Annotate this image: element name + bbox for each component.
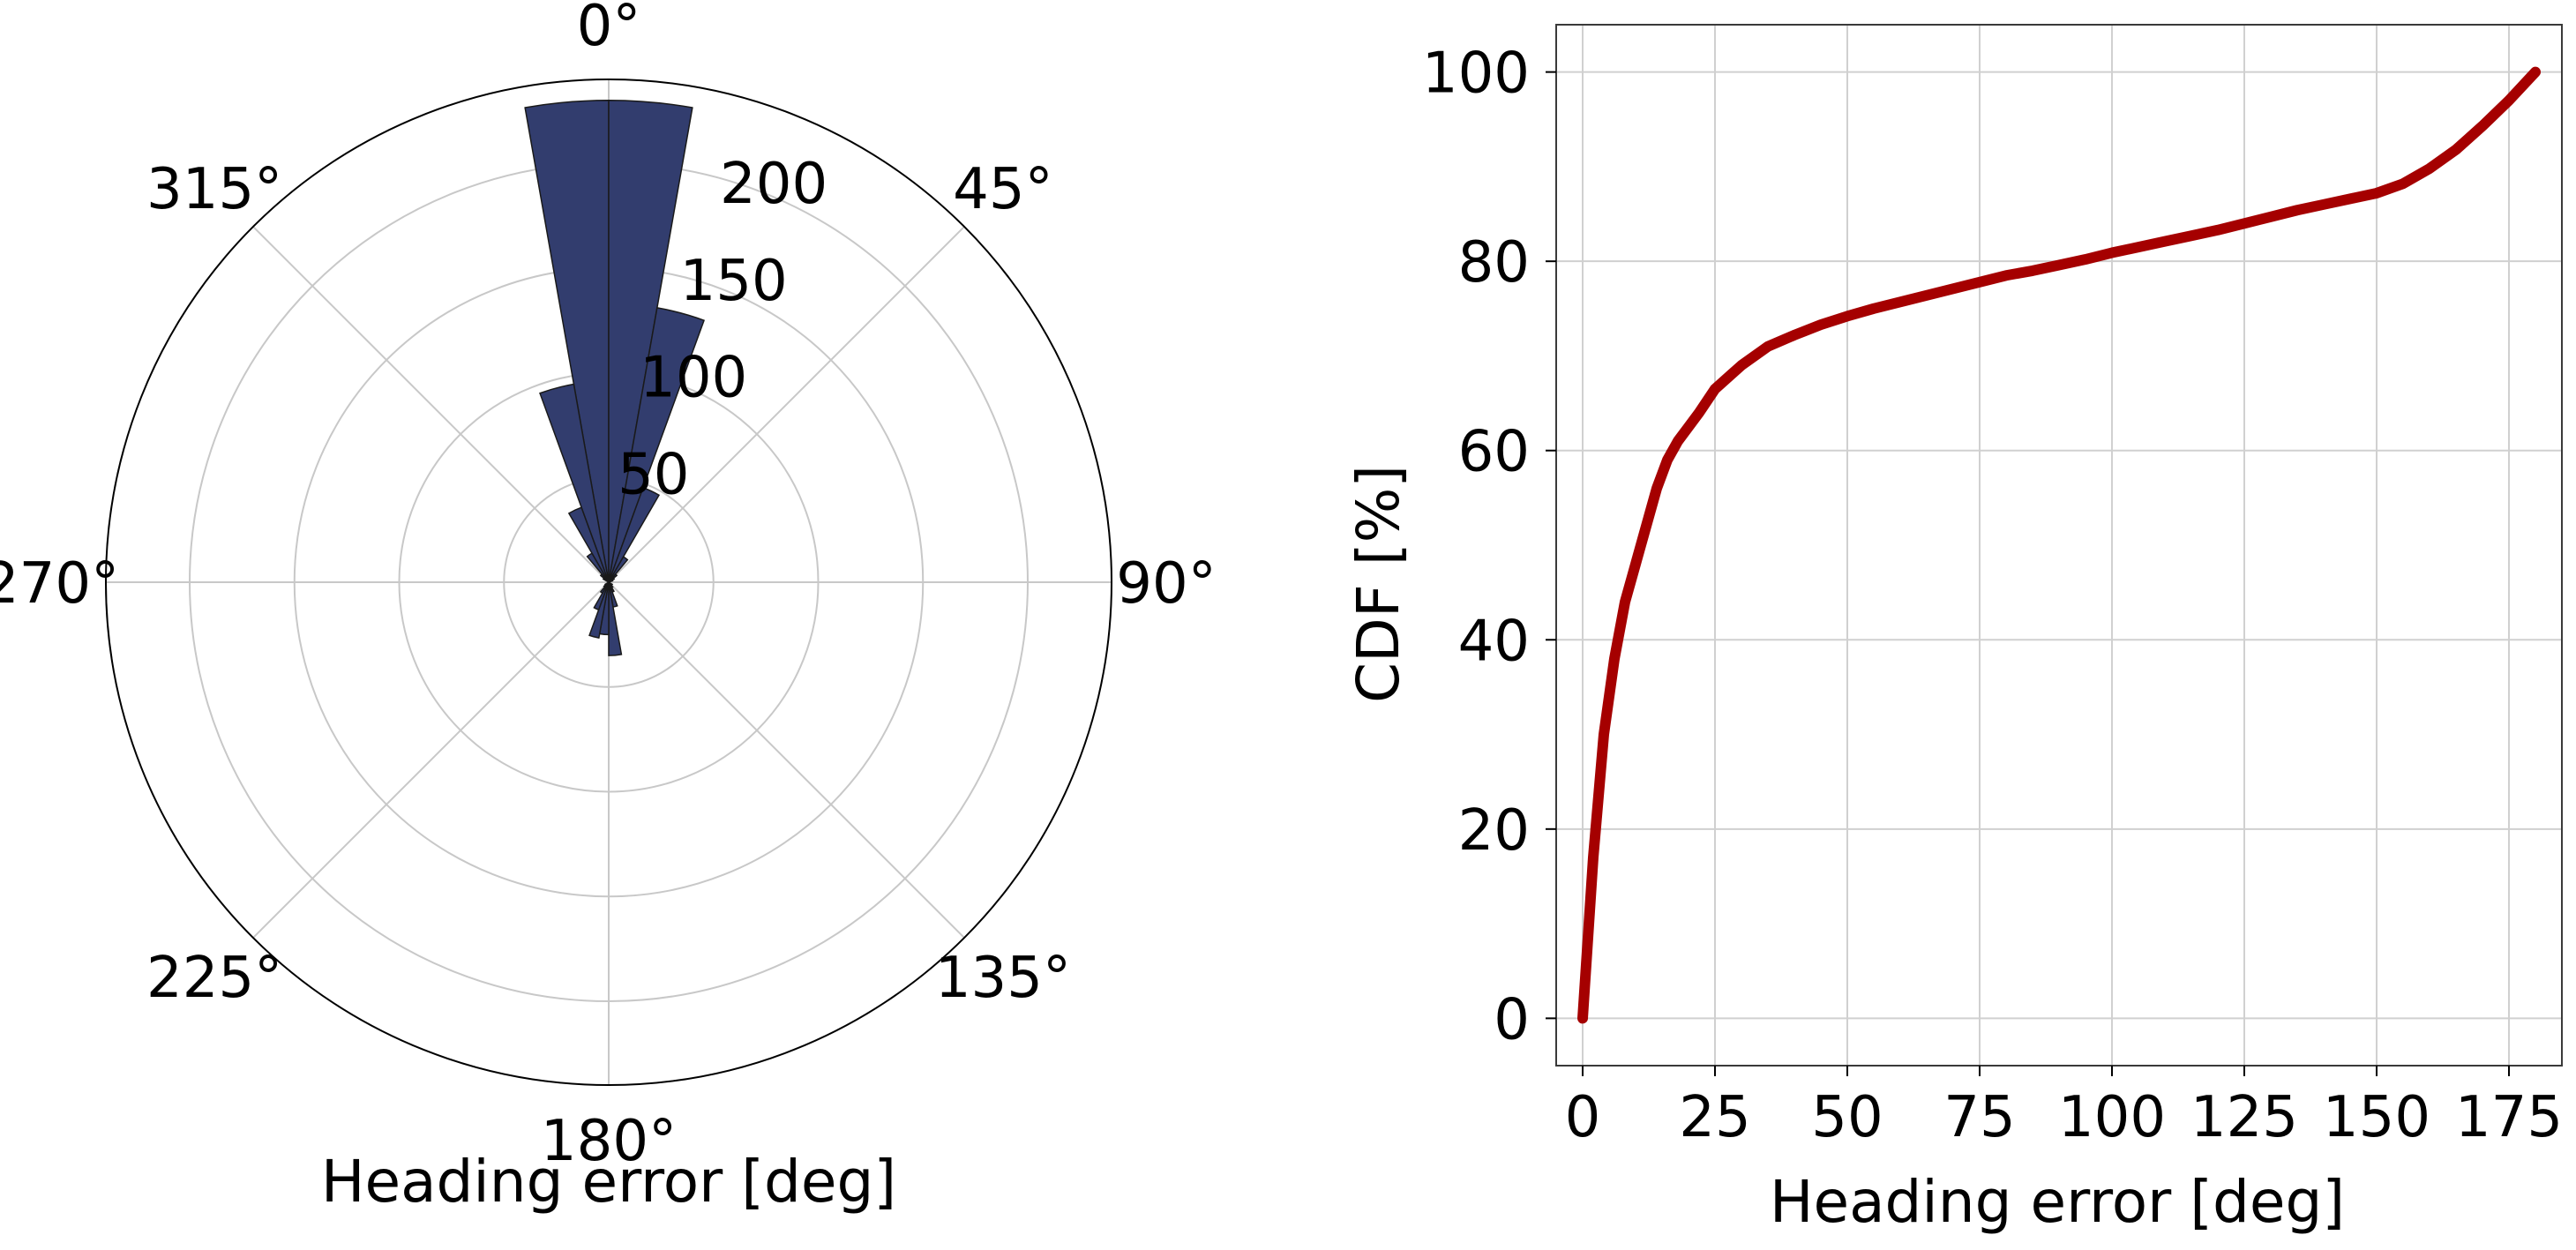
cdf-y-tick-label: 100 (1422, 41, 1530, 107)
cdf-x-tick-label: 25 (1679, 1085, 1750, 1150)
cdf-grid (1556, 25, 2562, 1066)
cdf-x-tick-label: 0 (1565, 1085, 1601, 1150)
polar-radial-tick-label: 100 (640, 346, 747, 411)
polar-radial-tick-label: 50 (618, 442, 689, 507)
polar-spoke (252, 581, 610, 939)
polar-angle-tick-label: 90° (1116, 551, 1216, 617)
cdf-x-tick-label: 175 (2455, 1085, 2563, 1150)
polar-x-axis-label: Heading error [deg] (321, 1148, 896, 1216)
cdf-y-tick-label: 60 (1458, 420, 1530, 485)
cdf-ticks: 0 25 50 75 100 125 150 175 0 20 40 60 80 100 (1422, 41, 2563, 1150)
polar-radial-labels: 50 100 150 200 (618, 152, 827, 507)
polar-bar (608, 581, 623, 656)
polar-histogram-chart: 0° 45° 90° 135° 180° 225° 270° 315° 50 100 150 200… (0, 0, 1217, 1216)
polar-radial-tick-label: 200 (720, 152, 827, 217)
cdf-x-tick-label: 150 (2323, 1085, 2430, 1150)
polar-angle-labels: 0° 45° 90° 135° 180° 225° 270° 315° (0, 0, 1217, 1174)
cdf-x-tick-label: 125 (2190, 1085, 2298, 1150)
cdf-x-tick-label: 50 (1811, 1085, 1883, 1150)
polar-angle-tick-label: 135° (935, 946, 1071, 1011)
polar-spoke (608, 581, 965, 939)
cdf-y-axis-label: CDF [%] (1344, 465, 1412, 703)
cdf-line-chart: 0 25 50 75 100 125 150 175 0 20 40 60 80 100 Heading … (1344, 24, 2563, 1236)
cdf-y-tick-label: 20 (1458, 798, 1530, 864)
polar-bar (608, 579, 614, 583)
polar-angle-tick-label: 315° (146, 157, 282, 222)
cdf-x-tick-label: 75 (1943, 1085, 2015, 1150)
polar-angle-tick-label: 225° (146, 946, 282, 1011)
polar-angle-tick-label: 45° (953, 157, 1052, 222)
cdf-series-line (1577, 66, 2541, 1024)
polar-bar (608, 486, 661, 583)
polar-frame (105, 79, 1112, 1086)
polar-bars (524, 99, 706, 656)
cdf-x-tick-label: 100 (2058, 1085, 2166, 1150)
cdf-y-tick-label: 80 (1458, 230, 1530, 296)
polar-angle-tick-label: 180° (541, 1109, 677, 1174)
cdf-y-tick-label: 0 (1494, 987, 1530, 1052)
polar-bar (539, 383, 610, 583)
polar-bar (608, 307, 706, 583)
polar-angle-tick-label: 0° (577, 0, 641, 59)
polar-radial-tick-label: 150 (680, 249, 788, 314)
cdf-y-tick-label: 40 (1458, 609, 1530, 674)
polar-angle-tick-label: 270° (0, 551, 119, 617)
cdf-plot-frame (1555, 24, 2563, 1067)
cdf-x-axis-label: Heading error [deg] (1770, 1168, 2345, 1236)
polar-bar (603, 581, 610, 587)
